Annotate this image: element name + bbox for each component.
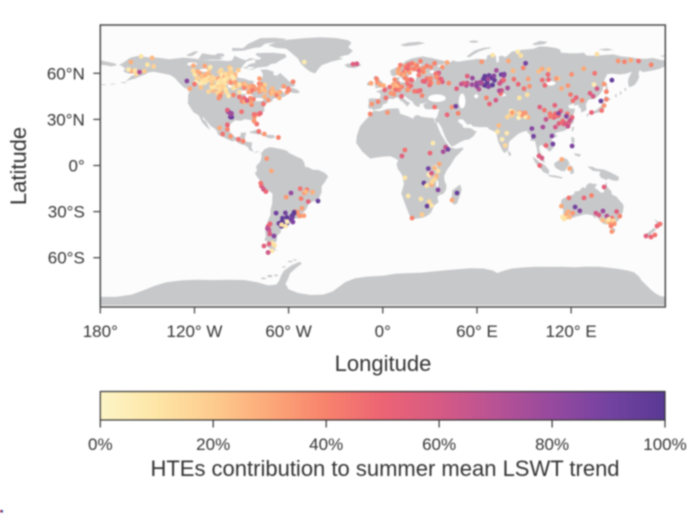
svg-text:30°S: 30°S (48, 203, 85, 222)
svg-text:60° W: 60° W (265, 322, 311, 341)
svg-text:20%: 20% (196, 435, 230, 454)
svg-text:120° E: 120° E (545, 322, 596, 341)
svg-text:30°N: 30°N (47, 110, 85, 129)
svg-text:0°: 0° (69, 157, 85, 176)
svg-text:180°: 180° (83, 322, 118, 341)
svg-text:60%: 60% (422, 435, 456, 454)
svg-text:120° W: 120° W (167, 322, 223, 341)
svg-text:100%: 100% (643, 435, 686, 454)
svg-text:60°S: 60°S (48, 249, 85, 268)
svg-text:40%: 40% (309, 435, 343, 454)
svg-text:0°: 0° (375, 322, 391, 341)
svg-text:0%: 0% (88, 435, 113, 454)
svg-text:HTEs contribution to summer me: HTEs contribution to summer mean LSWT tr… (150, 456, 619, 481)
svg-text:Longitude: Longitude (335, 351, 432, 376)
svg-text:60° E: 60° E (456, 322, 498, 341)
svg-text:60°N: 60°N (47, 64, 85, 83)
svg-text:80%: 80% (535, 435, 569, 454)
svg-text:Latitude: Latitude (6, 127, 31, 205)
